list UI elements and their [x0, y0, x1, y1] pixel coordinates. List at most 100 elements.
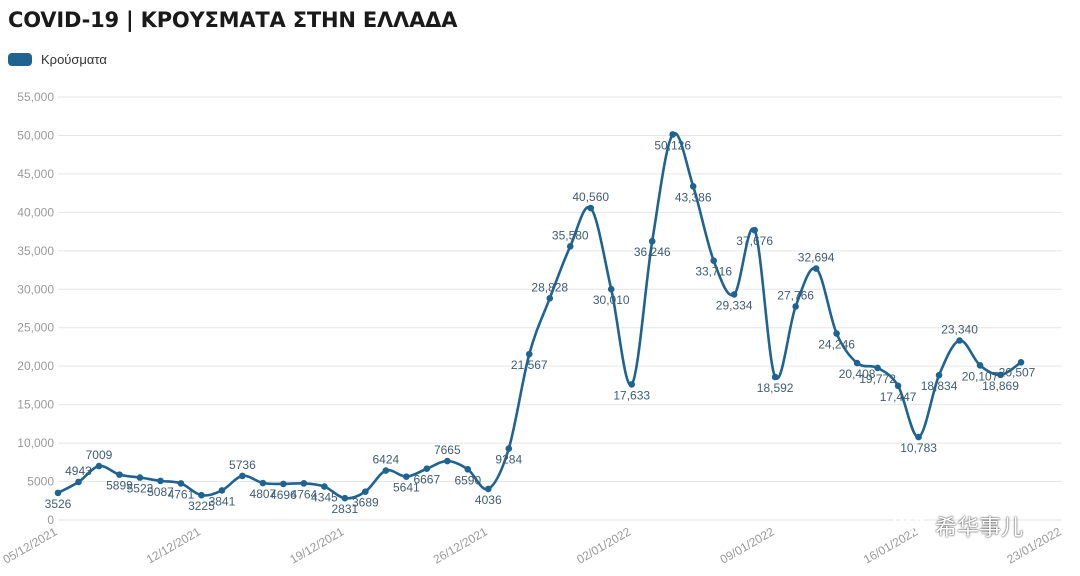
data-point[interactable] — [607, 285, 615, 293]
data-point[interactable] — [628, 381, 636, 388]
data-point[interactable] — [751, 226, 758, 234]
data-point[interactable] — [218, 487, 226, 494]
y-tick-label: 10,000 — [17, 436, 54, 450]
data-point[interactable] — [771, 373, 779, 381]
x-tick-label: 09/01/2022 — [718, 524, 777, 566]
data-label: 35,580 — [552, 228, 589, 242]
data-point[interactable] — [341, 494, 349, 502]
data-label: 20,107 — [962, 369, 999, 383]
data-label: 4345 — [311, 491, 338, 505]
y-tick-label: 5000 — [27, 475, 54, 489]
data-label: 6667 — [413, 473, 440, 487]
data-point[interactable] — [382, 467, 390, 474]
data-label: 19,772 — [859, 372, 896, 386]
data-point[interactable] — [259, 479, 267, 487]
data-point[interactable] — [976, 362, 984, 369]
data-point[interactable] — [157, 477, 164, 485]
data-label: 24,246 — [818, 338, 855, 352]
data-label: 7665 — [434, 443, 461, 457]
data-point[interactable] — [792, 303, 799, 310]
data-point[interactable] — [874, 364, 881, 372]
data-label: 30,010 — [593, 293, 630, 307]
data-label: 43,386 — [675, 190, 712, 204]
data-point[interactable] — [546, 294, 554, 302]
data-label: 4036 — [475, 493, 502, 507]
data-label: 20,507 — [999, 365, 1036, 379]
legend-swatch — [8, 53, 32, 66]
data-label: 21,567 — [511, 358, 548, 372]
data-point[interactable] — [444, 457, 451, 465]
data-label: 28,828 — [531, 280, 568, 294]
data-label: 20,408 — [839, 367, 876, 381]
data-point[interactable] — [1017, 358, 1025, 366]
data-point[interactable] — [956, 337, 963, 344]
y-tick-label: 35,000 — [17, 244, 54, 258]
data-point[interactable] — [280, 480, 287, 488]
data-point[interactable] — [648, 237, 656, 245]
data-points — [54, 131, 1025, 502]
data-point[interactable] — [710, 257, 717, 264]
watermark: 希华事儿 — [893, 510, 1023, 542]
data-point[interactable] — [177, 480, 185, 487]
data-point[interactable] — [300, 480, 308, 487]
data-label: 3689 — [352, 496, 379, 510]
data-point[interactable] — [669, 131, 676, 138]
data-label: 18,869 — [982, 379, 1019, 393]
data-label: 4696 — [270, 488, 297, 502]
data-label: 5523 — [127, 482, 154, 496]
data-point[interactable] — [116, 471, 123, 478]
data-label: 23,340 — [941, 322, 978, 336]
watermark-text: 希华事儿 — [935, 516, 1024, 541]
data-label: 7009 — [86, 448, 113, 462]
y-tick-label: 15,000 — [17, 398, 54, 412]
data-point[interactable] — [853, 359, 861, 367]
data-point[interactable] — [505, 445, 513, 452]
data-label: 5899 — [106, 479, 133, 493]
data-point[interactable] — [198, 491, 205, 499]
data-point[interactable] — [464, 466, 472, 473]
data-label: 3841 — [209, 494, 236, 508]
data-point[interactable] — [403, 473, 410, 480]
y-axis: 0 5000 10,000 15,000 20,000 25,000 30,000 35,00… — [17, 90, 54, 527]
data-label: 10,783 — [900, 441, 937, 455]
y-tick-label: 40,000 — [17, 205, 54, 219]
data-point[interactable] — [75, 478, 82, 486]
data-point[interactable] — [566, 243, 574, 250]
chart-title: COVID-19 | ΚΡΟΥΣΜΑΤΑ ΣΤΗΝ ΕΛΛΑΔΑ — [8, 8, 458, 32]
x-tick-label: 02/01/2022 — [574, 524, 633, 566]
grid-lines — [58, 96, 1062, 521]
data-label: 36,246 — [634, 245, 671, 259]
data-label: 18,834 — [921, 379, 958, 393]
data-point[interactable] — [812, 265, 820, 272]
data-point[interactable] — [423, 465, 431, 473]
data-point[interactable] — [689, 183, 697, 190]
data-point[interactable] — [525, 350, 533, 358]
data-point[interactable] — [833, 330, 840, 337]
data-label: 3225 — [188, 499, 215, 513]
data-label: 5736 — [229, 458, 256, 472]
legend-label: Κρούσματα — [41, 52, 107, 67]
data-label: 27,766 — [777, 288, 814, 302]
y-tick-label: 20,000 — [17, 359, 54, 373]
data-point[interactable] — [321, 483, 328, 490]
data-point[interactable] — [915, 433, 922, 441]
data-point[interactable] — [935, 371, 943, 379]
data-point[interactable] — [54, 489, 62, 497]
data-point[interactable] — [587, 204, 595, 212]
data-point[interactable] — [894, 382, 902, 390]
data-point[interactable] — [362, 488, 369, 495]
data-label: 4943 — [65, 464, 92, 478]
data-label: 50,126 — [654, 138, 691, 152]
data-label: 3526 — [45, 497, 72, 511]
data-point[interactable] — [136, 474, 144, 481]
data-label: 33,716 — [695, 265, 732, 279]
data-point[interactable] — [484, 485, 492, 493]
x-tick-label: 19/12/2021 — [287, 524, 346, 566]
data-point[interactable] — [95, 462, 103, 470]
legend[interactable]: Κρούσματα — [8, 52, 107, 67]
data-point[interactable] — [239, 472, 246, 480]
data-point[interactable] — [730, 291, 738, 298]
data-point[interactable] — [997, 371, 1004, 379]
